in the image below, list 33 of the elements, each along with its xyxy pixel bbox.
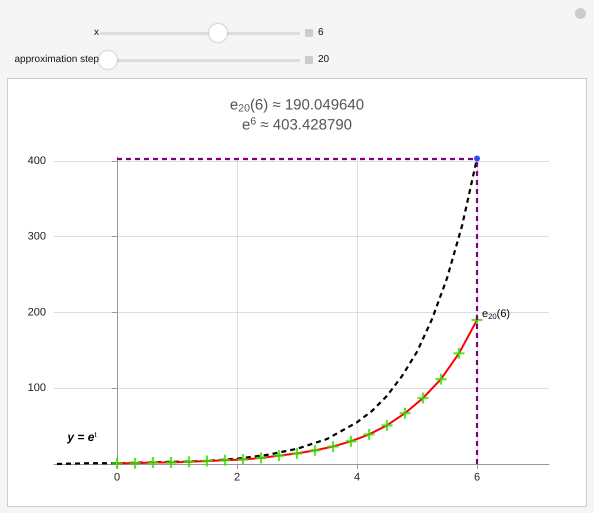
text: 6 <box>318 27 324 38</box>
y-tick-label: 200 <box>28 306 46 318</box>
point <box>130 458 140 469</box>
point <box>310 444 320 456</box>
x-tick-label: 4 <box>354 472 360 484</box>
point <box>148 456 158 468</box>
point <box>382 420 392 431</box>
text: x <box>94 27 99 38</box>
text: 20 <box>318 54 330 65</box>
point <box>166 456 176 468</box>
y-tick-label: 400 <box>28 154 46 167</box>
point <box>184 456 194 468</box>
point <box>238 454 248 465</box>
text: approximation step <box>14 54 99 65</box>
point <box>202 455 212 466</box>
point <box>474 156 480 162</box>
x-tick-label: 0 <box>114 472 120 484</box>
point <box>220 454 230 466</box>
y-tick-label: 100 <box>28 382 46 394</box>
point <box>364 428 374 440</box>
x-tick-label: 6 <box>474 472 480 484</box>
point <box>112 458 122 469</box>
y-tick-label: 300 <box>28 230 46 243</box>
point <box>292 448 302 459</box>
x-tick-label: 2 <box>234 472 240 484</box>
point <box>418 392 428 404</box>
point <box>328 441 338 452</box>
point <box>400 408 410 419</box>
point <box>256 452 266 464</box>
point <box>454 348 464 359</box>
point <box>274 450 284 462</box>
point <box>436 374 446 385</box>
point <box>346 436 356 447</box>
